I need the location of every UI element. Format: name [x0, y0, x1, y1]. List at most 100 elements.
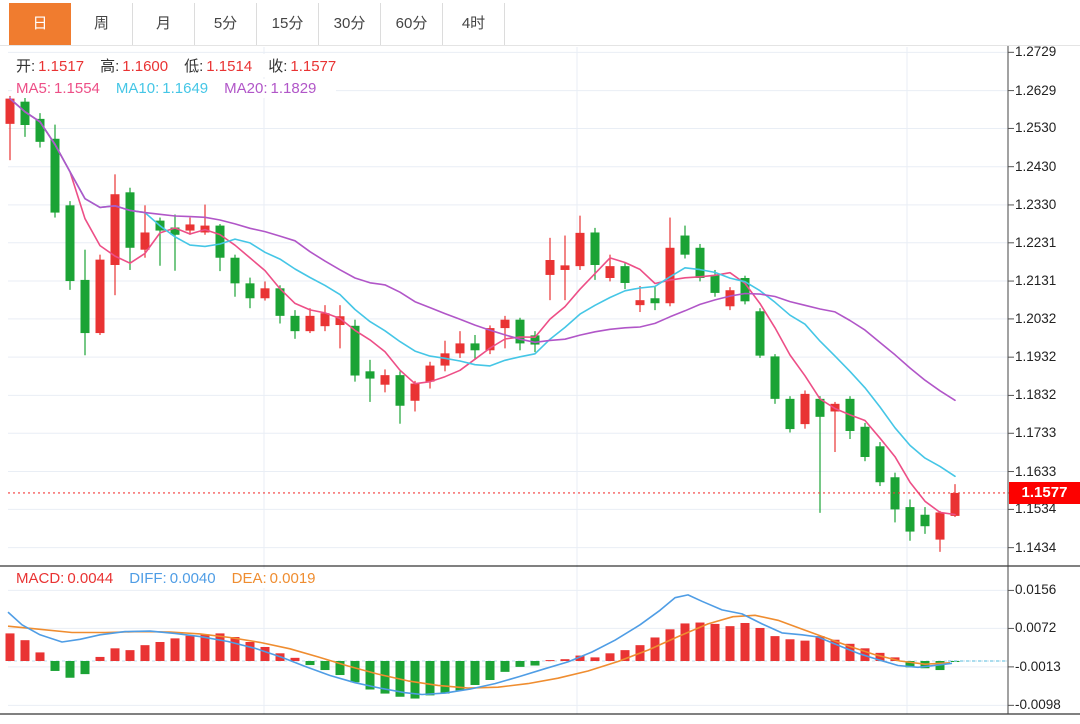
legend-ohlc-item: 高: 1.1600 [100, 58, 168, 75]
legend-label: DIFF: [129, 570, 167, 587]
candle-up [335, 316, 345, 326]
macd-bar-negative [905, 661, 915, 668]
legend-macd-item: DIFF: 0.0040 [129, 570, 215, 587]
tab-timeframe-5[interactable]: 30分 [319, 3, 381, 45]
macd-bar-positive [740, 622, 750, 661]
candle-down [230, 257, 240, 284]
candle-down [80, 279, 90, 334]
legend-label: MA10: [115, 80, 160, 97]
candle-up [410, 383, 420, 401]
candle-down [695, 247, 705, 278]
macd-tick-label: -0.0098 [1015, 697, 1061, 713]
candle-up [185, 224, 195, 231]
candle-down [650, 298, 660, 304]
axis-layer [0, 45, 1080, 715]
macd-bar-positive [845, 643, 855, 661]
tab-timeframe-2[interactable]: 月 [133, 3, 195, 45]
candle-down [170, 227, 180, 235]
candle-down [620, 266, 630, 283]
legend-label: 高: [100, 58, 120, 75]
macd-bar-positive [620, 650, 630, 661]
macd-bar-positive [35, 652, 45, 661]
price-tick-label: 1.1932 [1015, 349, 1057, 365]
candle-down [860, 426, 870, 457]
legend-ma-item: MA5: 1.1554 [16, 80, 100, 97]
tab-timeframe-3[interactable]: 5分 [195, 3, 257, 45]
candle-down [275, 288, 285, 316]
macd-bar-positive [665, 629, 675, 661]
candle-down [35, 118, 45, 142]
macd-bar-negative [305, 661, 315, 666]
candle-up [545, 260, 555, 275]
macd-bar-positive [110, 648, 120, 661]
candle-down [740, 277, 750, 302]
candle-up [260, 288, 270, 299]
candle-up [140, 232, 150, 250]
macd-bar-positive [140, 645, 150, 661]
candle-down [905, 507, 915, 532]
macd-bar-positive [680, 623, 690, 661]
legend-value: 0.0044 [67, 570, 114, 587]
macd-bar-negative [440, 661, 450, 694]
macd-bar-positive [605, 653, 615, 661]
candle-down [590, 232, 600, 265]
macd-bar-negative [380, 661, 390, 694]
candle-up [425, 365, 435, 382]
price-tick-label: 1.2729 [1015, 44, 1057, 60]
macd-bar-positive [260, 646, 270, 661]
candlestick-layer [5, 94, 960, 552]
price-tick-label: 1.2131 [1015, 273, 1057, 289]
tab-timeframe-0[interactable]: 日 [9, 3, 71, 45]
candle-up [110, 194, 120, 265]
legend-value: 0.0019 [269, 570, 316, 587]
legend-ohlc-item: 开: 1.1517 [16, 58, 84, 75]
tab-timeframe-4[interactable]: 15分 [257, 3, 319, 45]
tab-timeframe-6[interactable]: 60分 [381, 3, 443, 45]
macd-bar-positive [860, 648, 870, 661]
price-tick-label: 1.2032 [1015, 310, 1057, 326]
macd-bar-positive [200, 634, 210, 661]
macd-bar-negative [455, 661, 465, 691]
macd-bar-positive [785, 639, 795, 661]
macd-bar-positive [815, 636, 825, 661]
candle-up [95, 259, 105, 334]
dea-line [7, 614, 951, 689]
legend-value: 0.0040 [169, 570, 216, 587]
macd-bar-positive [20, 640, 30, 661]
macd-histogram-layer [5, 622, 960, 699]
legend-label: MA5: [16, 80, 52, 97]
tab-timeframe-1[interactable]: 周 [71, 3, 133, 45]
candle-up [635, 300, 645, 306]
macd-bar-negative [470, 661, 480, 685]
macd-bar-positive [155, 641, 165, 661]
macd-bar-negative [410, 661, 420, 699]
price-tick-label: 1.2231 [1015, 234, 1057, 250]
macd-bar-negative [365, 661, 375, 690]
macd-tick-label: 0.0156 [1015, 582, 1057, 598]
candle-down [770, 356, 780, 399]
legend-macd-item: DEA: 0.0019 [232, 570, 316, 587]
legend-value: 1.1829 [270, 80, 317, 97]
candle-down [710, 274, 720, 293]
legend-value: 1.1554 [54, 80, 100, 97]
macd-bar-positive [230, 637, 240, 661]
candle-down [365, 371, 375, 379]
candle-up [380, 375, 390, 385]
candle-down [680, 235, 690, 255]
legend-label: 低: [184, 58, 204, 75]
macd-bar-negative [515, 661, 525, 667]
macd-bar-positive [185, 635, 195, 661]
candle-down [50, 138, 60, 213]
candle-down [65, 205, 75, 282]
tab-timeframe-7[interactable]: 4时 [443, 3, 505, 45]
candle-up [5, 98, 15, 124]
macd-bar-negative [335, 661, 345, 676]
macd-bar-positive [5, 633, 15, 661]
candle-down [245, 283, 255, 299]
candle-up [500, 319, 510, 329]
legend-label: DEA: [231, 570, 267, 587]
macd-bar-positive [770, 636, 780, 661]
candle-down [20, 101, 30, 125]
